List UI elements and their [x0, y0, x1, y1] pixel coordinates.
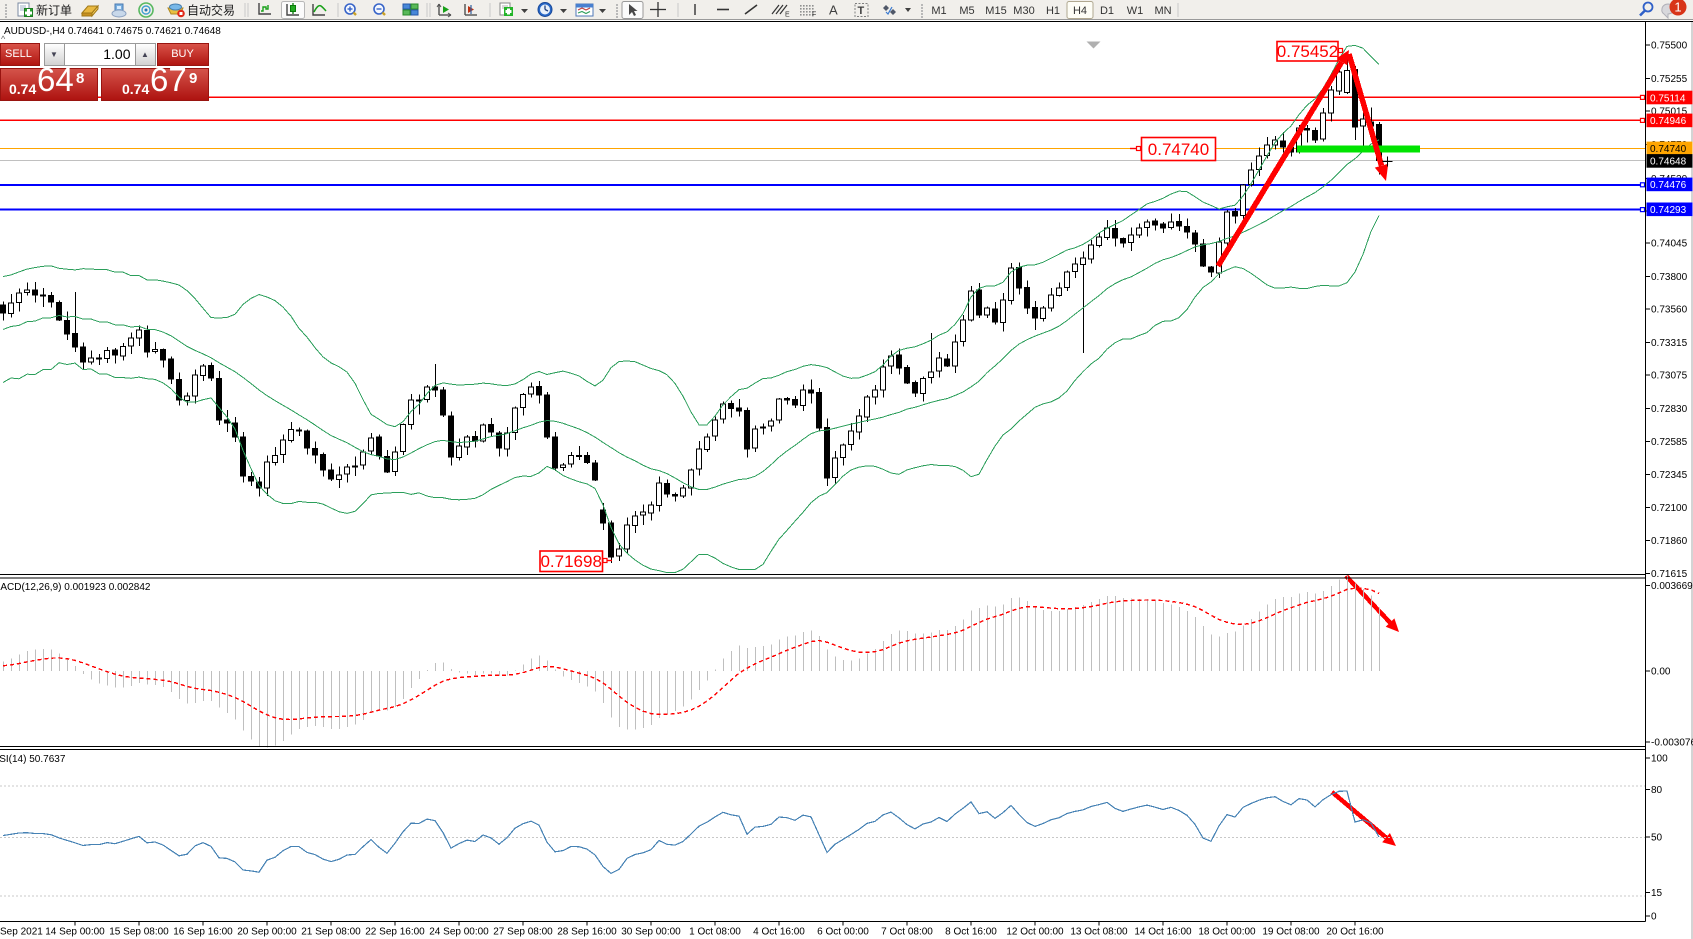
svg-text:14 Sep 00:00: 14 Sep 00:00: [45, 927, 105, 938]
svg-text:14 Oct 16:00: 14 Oct 16:00: [1134, 927, 1192, 938]
svg-text:M1: M1: [931, 5, 946, 17]
svg-text:^: ^: [1, 34, 6, 44]
svg-text:21 Sep 08:00: 21 Sep 08:00: [301, 927, 361, 938]
svg-text:15 Sep 08:00: 15 Sep 08:00: [109, 927, 169, 938]
svg-text:4 Oct 16:00: 4 Oct 16:00: [753, 927, 805, 938]
svg-text:AUDUSD-,H4 0.74641 0.74675 0.: AUDUSD-,H4 0.74641 0.74675 0.74621 0.746…: [4, 26, 221, 37]
svg-text:0.74740: 0.74740: [1148, 140, 1209, 159]
svg-text:M30: M30: [1013, 5, 1034, 17]
svg-text:0.75015: 0.75015: [1651, 107, 1688, 118]
svg-text:0.74946: 0.74946: [1650, 116, 1687, 127]
svg-text:W1: W1: [1127, 5, 1144, 17]
svg-text:8 Oct 16:00: 8 Oct 16:00: [945, 927, 997, 938]
svg-text:100: 100: [1651, 754, 1668, 765]
svg-text:新订单: 新订单: [36, 3, 72, 18]
svg-text:20 Oct 16:00: 20 Oct 16:00: [1326, 927, 1384, 938]
svg-text:13 Oct 08:00: 13 Oct 08:00: [1070, 927, 1128, 938]
svg-text:0.74648: 0.74648: [1650, 157, 1687, 168]
svg-text:RSI(14) 50.7637: RSI(14) 50.7637: [0, 754, 66, 765]
svg-text:18 Oct 00:00: 18 Oct 00:00: [1198, 927, 1256, 938]
svg-text:50: 50: [1651, 833, 1663, 844]
svg-text:0.75255: 0.75255: [1651, 74, 1688, 85]
svg-text:M15: M15: [985, 5, 1006, 17]
svg-text:0.73800: 0.73800: [1651, 272, 1688, 283]
svg-text:0.71860: 0.71860: [1651, 536, 1688, 547]
svg-text:T: T: [858, 5, 865, 17]
svg-text:自动交易: 自动交易: [187, 3, 235, 18]
svg-text:0.72345: 0.72345: [1651, 470, 1688, 481]
svg-text:28 Sep 16:00: 28 Sep 16:00: [557, 927, 617, 938]
svg-text:0.74045: 0.74045: [1651, 239, 1688, 250]
svg-text:0.00: 0.00: [1651, 667, 1671, 678]
svg-text:F: F: [812, 12, 816, 19]
svg-text:H4: H4: [1073, 5, 1087, 17]
svg-text:12 Oct 00:00: 12 Oct 00:00: [1006, 927, 1064, 938]
svg-text:MN: MN: [1154, 5, 1171, 17]
svg-text:0.72585: 0.72585: [1651, 437, 1688, 448]
svg-text:0.72830: 0.72830: [1651, 404, 1688, 415]
svg-text:H1: H1: [1046, 5, 1060, 17]
svg-text:0.72100: 0.72100: [1651, 503, 1688, 514]
svg-text:0.75500: 0.75500: [1651, 41, 1688, 52]
svg-text:20 Sep 00:00: 20 Sep 00:00: [237, 927, 297, 938]
svg-text:0.71698: 0.71698: [540, 552, 601, 571]
svg-text:1: 1: [1674, 0, 1681, 15]
svg-text:27 Sep 08:00: 27 Sep 08:00: [493, 927, 553, 938]
svg-text:MACD(12,26,9) 0.001923 0.00284: MACD(12,26,9) 0.001923 0.002842: [0, 582, 151, 593]
svg-text:0.71615: 0.71615: [1651, 569, 1688, 580]
svg-text:7 Oct 08:00: 7 Oct 08:00: [881, 927, 933, 938]
svg-text:0.74293: 0.74293: [1650, 205, 1687, 216]
svg-text:24 Sep 00:00: 24 Sep 00:00: [429, 927, 489, 938]
svg-text:0.73315: 0.73315: [1651, 338, 1688, 349]
svg-text:19 Oct 08:00: 19 Oct 08:00: [1262, 927, 1320, 938]
svg-text:Sep 2021: Sep 2021: [0, 927, 43, 938]
svg-text:0.75114: 0.75114: [1650, 93, 1686, 104]
svg-text:1 Oct 08:00: 1 Oct 08:00: [689, 927, 741, 938]
svg-text:15: 15: [1651, 888, 1663, 899]
svg-text:6 Oct 00:00: 6 Oct 00:00: [817, 927, 869, 938]
svg-text:E: E: [785, 12, 790, 19]
svg-text:0.73075: 0.73075: [1651, 371, 1688, 382]
svg-text:80: 80: [1651, 785, 1663, 796]
svg-text:0.75452: 0.75452: [1277, 42, 1338, 61]
svg-text:-0.003076: -0.003076: [1651, 738, 1693, 749]
svg-text:A: A: [829, 3, 838, 18]
svg-text:M5: M5: [959, 5, 974, 17]
svg-text:16 Sep 16:00: 16 Sep 16:00: [173, 927, 233, 938]
svg-text:0.003669: 0.003669: [1651, 581, 1693, 592]
svg-text:30 Sep 00:00: 30 Sep 00:00: [621, 927, 681, 938]
svg-text:0.73560: 0.73560: [1651, 305, 1688, 316]
svg-text:22 Sep 16:00: 22 Sep 16:00: [365, 927, 425, 938]
svg-text:D1: D1: [1100, 5, 1114, 17]
svg-text:0.74740: 0.74740: [1650, 144, 1687, 155]
svg-text:0: 0: [1651, 912, 1657, 923]
svg-text:0.74476: 0.74476: [1650, 180, 1687, 191]
